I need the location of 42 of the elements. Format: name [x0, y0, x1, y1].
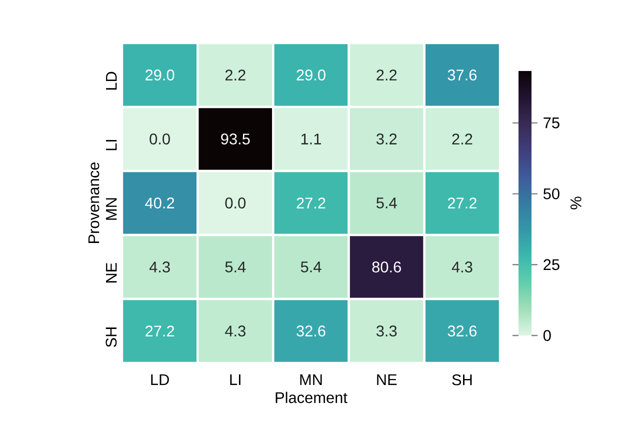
- data-label: 2.2: [225, 70, 246, 80]
- data-label: 4.3: [452, 262, 472, 272]
- data-label: 2.2: [452, 134, 472, 144]
- data-label: 27.2: [296, 198, 326, 208]
- data-label: 0.0: [225, 198, 246, 208]
- data-label: 27.2: [448, 198, 476, 208]
- color-bar-label: 0: [543, 330, 551, 341]
- y-tick-label: SH: [106, 328, 117, 348]
- x-axis-title: Placement: [276, 392, 348, 404]
- y-tick-label: NE: [106, 262, 117, 282]
- data-label: 4.3: [149, 262, 170, 272]
- data-label: 0.0: [150, 134, 170, 144]
- x-tick-label: MN: [300, 374, 322, 385]
- data-label: 29.0: [296, 70, 326, 80]
- data-label: 5.4: [225, 262, 246, 272]
- y-tick-label: LI: [106, 140, 117, 150]
- data-label: 37.6: [448, 70, 477, 80]
- x-tick-label: LD: [151, 374, 169, 385]
- x-tick-label: NE: [377, 374, 397, 385]
- y-axis-title: Provenance: [88, 162, 100, 243]
- data-label: 93.5: [221, 134, 250, 144]
- data-label: 3.2: [376, 134, 397, 144]
- x-tick-label: LI: [230, 374, 240, 385]
- data-label: 80.6: [372, 262, 401, 272]
- data-label: 2.2: [376, 70, 397, 80]
- data-label: 3.3: [376, 326, 397, 336]
- data-label: 27.2: [146, 326, 174, 336]
- color-bar-label: 75: [544, 118, 560, 128]
- y-tick-label: LD: [106, 72, 117, 90]
- data-label: 4.3: [225, 326, 246, 336]
- x-tick-label: SH: [452, 374, 472, 386]
- data-label: 1.1: [301, 134, 321, 144]
- data-label: 32.6: [448, 326, 477, 336]
- data-label: 5.4: [376, 198, 397, 208]
- y-tick-label: MN: [106, 198, 117, 220]
- data-label: 40.2: [145, 198, 174, 208]
- data-label: 29.0: [146, 70, 174, 80]
- data-label: 32.6: [296, 326, 326, 336]
- color-bar-title: %: [570, 196, 582, 210]
- color-bar-label: 25: [544, 259, 560, 270]
- data-label: 5.4: [300, 262, 322, 272]
- color-bar-label: 50: [543, 188, 560, 200]
